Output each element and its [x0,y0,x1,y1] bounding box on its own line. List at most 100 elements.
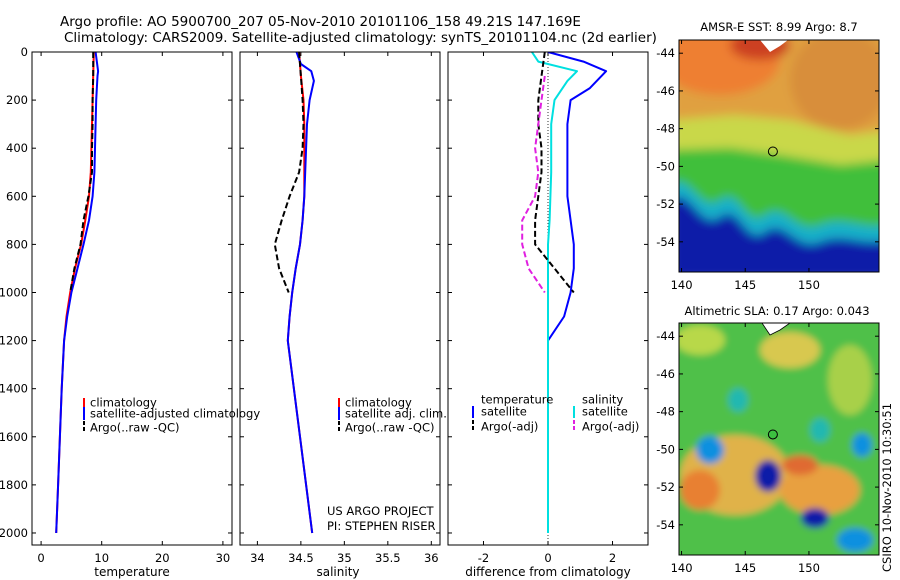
sla-deep-cold [801,508,829,528]
x-tick-label: 36 [424,551,439,565]
map-y-tick-label: -50 [656,442,675,456]
x-tick-label: 34.5 [288,551,314,565]
salinity-panel: 34 34.5 35 35.5 36 salinity climatology sate… [239,51,447,579]
y-tick-label: 200 [6,93,28,107]
x-tick-label: 35.5 [375,551,401,565]
difference-series [521,52,608,545]
series-line-temperature-satellite [547,52,608,533]
salinity-legend: climatology satellite adj. clim. Argo(..… [338,396,447,435]
map-y-tick-label: -52 [656,197,675,211]
figure-title-line1: Argo profile: AO 5900700_207 05-Nov-2010… [60,14,581,30]
sla-cold-patch [728,388,748,412]
temperature-xlabel: temperature [94,565,169,579]
sst-map-title: AMSR-E SST: 8.99 Argo: 8.7 [700,20,857,34]
figure-title-line2: Climatology: CARS2009. Satellite-adjuste… [64,30,657,46]
difference-frame [447,51,649,546]
y-tick-label: 2000 [0,526,28,540]
series-line-salinity-satellite [531,52,578,533]
temperature-legend: climatology satellite-adjusted climatolo… [83,396,260,435]
sla-hot-patch [782,455,818,475]
sla-map-title: Altimetric SLA: 0.17 Argo: 0.043 [684,304,869,318]
series-line-temperature-argo-adj- [534,52,575,294]
sla-cold-patch [696,436,724,464]
x-tick-label: 0 [37,551,44,565]
salinity-axes: 34 34.5 35 35.5 36 [240,51,440,565]
legend-salinity-header: salinity [582,393,623,407]
series-line-satellite-adj-clim- [286,52,315,534]
series-line-argo-raw-qc- [69,52,95,293]
sla-map-panel: Altimetric SLA: 0.17 Argo: 0.043 [656,304,880,575]
sla-map-axes: 140 145 150 -44 -46 -48 -50 -52 -54 [656,323,879,575]
sla-field [679,323,879,555]
x-tick-label: 35 [337,551,352,565]
sst-cold-band [679,197,879,272]
sst-map-frame [678,39,880,273]
map-x-tick-label: 145 [734,278,756,292]
sst-map-panel: AMSR-E SST: 8.99 Argo: 8.7 140 145 150 -44 -… [656,20,880,292]
x-tick-label: 30 [216,551,231,565]
map-y-tick-label: -54 [656,518,675,532]
pi-label: PI: STEPHEN RISER [327,519,436,533]
y-tick-label: 600 [6,189,28,203]
legend-temp-satellite: satellite [481,405,527,419]
sla-map-frame [678,322,880,556]
legend-argo: Argo(..raw -QC) [90,421,180,435]
map-x-tick-label: 150 [798,561,820,575]
difference-legend-temperature: temperature satellite Argo(-adj) [472,393,553,434]
temperature-frame [31,51,233,546]
temperature-axes: 0 200 400 600 800 1000 1200 1400 1600 1800 2000 0 10… [0,45,232,565]
difference-panel: -2 0 2 difference from climatology tempera… [447,51,649,579]
sla-deep-cold [755,460,781,492]
sla-patch [760,332,820,368]
y-tick-label: 1000 [0,285,28,299]
map-y-tick-label: -54 [656,235,675,249]
map-x-tick-label: 150 [798,278,820,292]
series-line-satellite-adjusted-climatology [55,52,100,534]
difference-xlabel: difference from climatology [465,565,631,579]
map-y-tick-label: -46 [656,84,675,98]
difference-legend-salinity: salinity satellite Argo(-adj) [573,393,639,434]
map-x-tick-label: 140 [671,278,693,292]
sla-patch [780,465,860,515]
x-tick-label: 0 [544,551,551,565]
sst-warm-patch [790,40,879,130]
sla-cold-patch [852,433,872,457]
sst-warm-patch [679,40,780,95]
sst-argo-marker [767,146,778,157]
legend-argo: Argo(..raw -QC) [345,421,435,435]
x-tick-label: 34 [250,551,265,565]
y-tick-label: 400 [6,141,28,155]
sla-cold-patch [837,528,873,552]
legend-satellite: satellite adj. clim. [345,407,447,421]
y-tick-label: 1600 [0,430,28,444]
legend-climatology: climatology [345,396,412,410]
temperature-series [55,52,100,534]
sla-argo-marker [767,429,778,440]
map-y-tick-label: -50 [656,159,675,173]
y-tick-label: 1800 [0,478,28,492]
x-tick-label: 2 [609,551,616,565]
sst-land-mask [760,40,788,52]
map-x-tick-label: 140 [671,561,693,575]
y-tick-label: 1400 [0,382,28,396]
credit-label: CSIRO 10-Nov-2010 10:30:51 [880,403,894,572]
x-tick-label: 10 [94,551,109,565]
legend-climatology: climatology [90,396,157,410]
legend-temp-argo: Argo(-adj) [481,420,538,434]
series-line-salinity-argo-adj- [521,75,546,294]
y-tick-label: 0 [21,45,28,59]
legend-sal-argo: Argo(-adj) [582,420,639,434]
sla-land-mask [761,323,791,336]
y-tick-label: 1200 [0,334,28,348]
x-tick-label: 20 [155,551,170,565]
salinity-frame [239,51,441,546]
legend-sal-satellite: satellite [582,405,628,419]
map-y-tick-label: -52 [656,480,675,494]
map-y-tick-label: -48 [656,122,675,136]
series-line-argo-raw-qc- [273,52,305,293]
project-label: US ARGO PROJECT [327,504,435,518]
legend-temperature-header: temperature [481,393,553,407]
map-y-tick-label: -48 [656,405,675,419]
y-tick-label: 800 [6,237,28,251]
